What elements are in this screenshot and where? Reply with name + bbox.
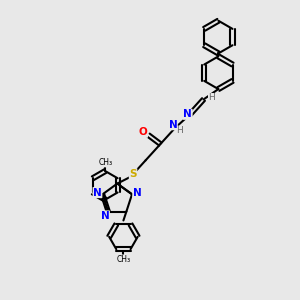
Text: N: N bbox=[169, 120, 177, 130]
Text: N: N bbox=[133, 188, 142, 198]
Text: N: N bbox=[101, 211, 110, 221]
Text: N: N bbox=[183, 109, 192, 119]
Text: N: N bbox=[93, 188, 102, 198]
Text: CH₃: CH₃ bbox=[116, 255, 130, 264]
Text: S: S bbox=[129, 169, 137, 179]
Text: H: H bbox=[176, 126, 183, 135]
Text: O: O bbox=[139, 127, 148, 137]
Text: CH₃: CH₃ bbox=[98, 158, 112, 167]
Text: H: H bbox=[208, 94, 215, 103]
